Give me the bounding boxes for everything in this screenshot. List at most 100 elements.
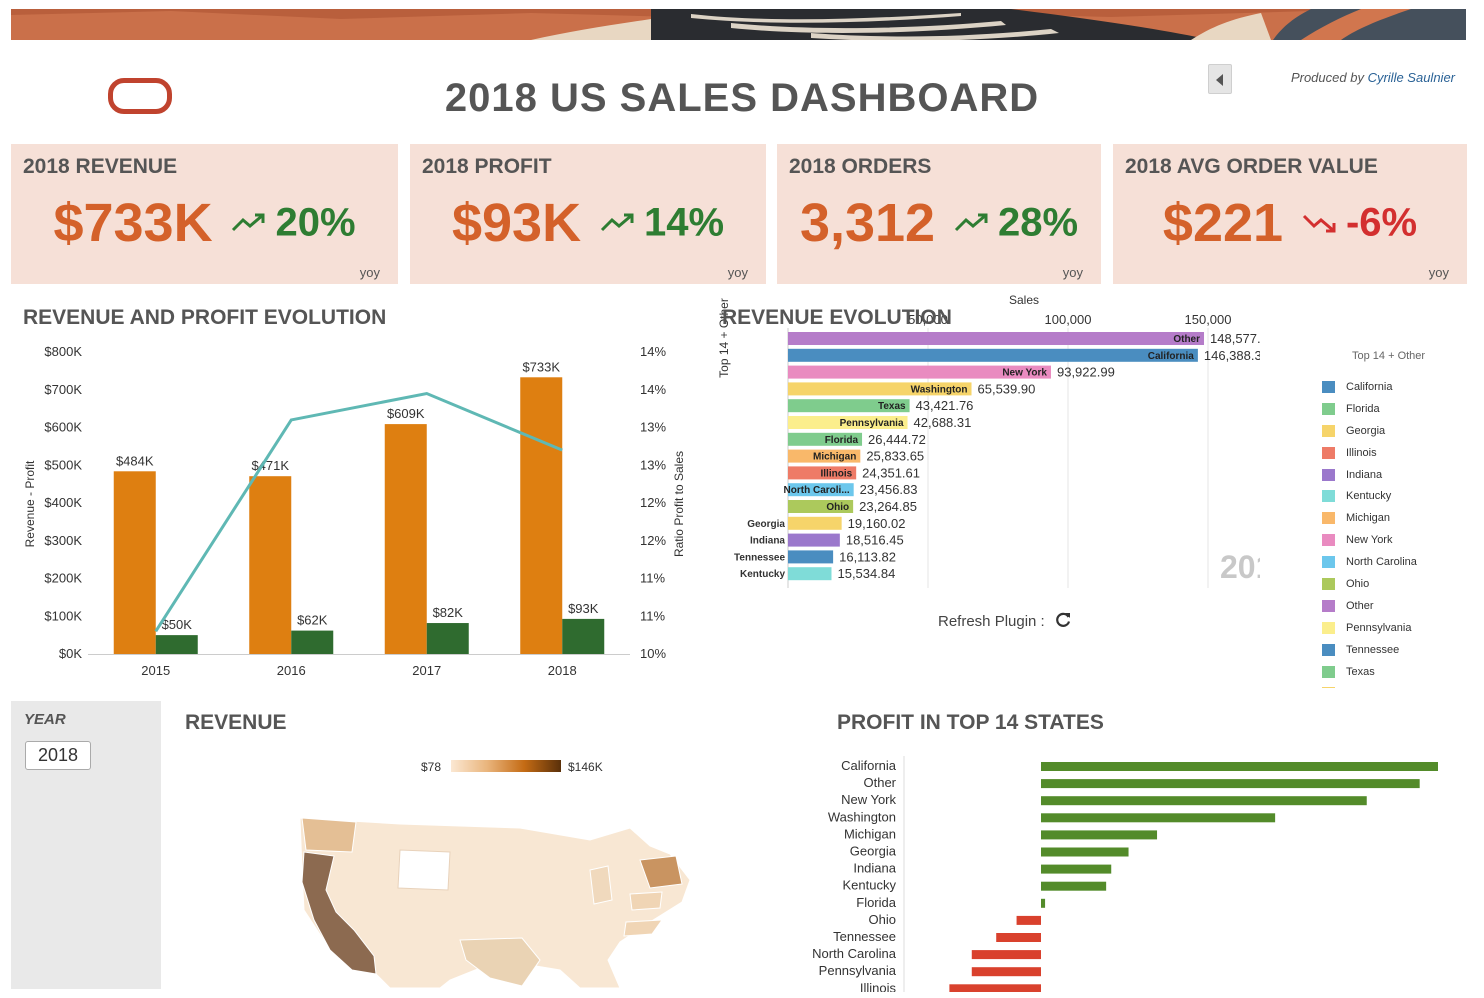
bar-category-label: Michigan <box>813 452 856 463</box>
bar-category-label: Tennessee <box>734 552 785 563</box>
kpi-card-avg-order-value: 2018 AVG ORDER VALUE $221 -6% yoy <box>1113 144 1467 284</box>
kpi-period: yoy <box>359 265 380 280</box>
refresh-icon[interactable] <box>1054 611 1072 629</box>
bar-value-label: 42,688.31 <box>914 415 972 430</box>
legend-item[interactable]: Other <box>1322 595 1462 617</box>
oracle-logo <box>108 78 172 114</box>
year-watermark: 2018 <box>1220 549 1260 585</box>
bar <box>788 449 861 463</box>
legend-item[interactable]: Ohio <box>1322 573 1462 595</box>
legend-label: Illinois <box>1346 446 1377 459</box>
bar <box>788 399 910 413</box>
y-axis-label: Revenue - Profit <box>23 460 37 547</box>
legend-item[interactable]: Tennessee <box>1322 639 1462 661</box>
y-axis-label: Top 14 + Other <box>717 298 731 378</box>
legend-item[interactable]: Washington <box>1322 682 1462 688</box>
year-select[interactable]: 2018 <box>25 741 91 770</box>
kpi-card-revenue: 2018 REVENUE $733K 20% yoy <box>11 144 398 284</box>
us-revenue-map[interactable] <box>290 810 710 990</box>
bar-value-label: 26,444.72 <box>868 432 926 447</box>
x-tick-label: 2017 <box>412 663 441 678</box>
data-label-revenue: $609K <box>387 406 425 421</box>
kpi-title: 2018 AVG ORDER VALUE <box>1125 155 1378 178</box>
bar <box>788 466 857 480</box>
bar-category-label: Texas <box>878 401 906 412</box>
credit-text: Produced by Cyrille Saulnier <box>1230 70 1455 85</box>
profit-states-chart: California Other New York Washington Michiga… <box>812 756 1438 992</box>
x-tick-label: 2016 <box>277 663 306 678</box>
bar-profit <box>155 635 198 654</box>
legend-item[interactable]: Florida <box>1322 398 1462 420</box>
bar <box>788 516 842 530</box>
y2-tick-label: 11% <box>640 571 665 586</box>
x-tick-label: 50,000 <box>908 312 948 327</box>
legend-item[interactable]: Georgia <box>1322 420 1462 442</box>
bar-value-label: 148,577.17 <box>1210 331 1260 346</box>
legend-item[interactable]: Pennsylvania <box>1322 617 1462 639</box>
bar-value-label: 23,264.85 <box>859 499 917 514</box>
rev-profit-title: REVENUE AND PROFIT EVOLUTION <box>23 306 387 329</box>
bar <box>788 483 854 497</box>
bar-category-label: Washington <box>911 384 968 395</box>
bar-value-label: 18,516.45 <box>846 533 904 548</box>
y-tick-label: $0K <box>59 646 82 661</box>
legend-swatch <box>1322 687 1335 688</box>
credit-prefix: Produced by <box>1290 70 1364 85</box>
legend-item[interactable]: Illinois <box>1322 442 1462 464</box>
kpi-value: 3,312 <box>799 193 936 253</box>
legend-swatch <box>1322 577 1335 590</box>
legend-item[interactable]: Texas <box>1322 661 1462 683</box>
legend-swatch <box>1322 468 1335 481</box>
bar <box>788 550 834 564</box>
legend-swatch <box>1322 490 1335 503</box>
data-label-revenue: $484K <box>116 453 154 468</box>
state-label: Other <box>863 775 896 790</box>
y-tick-label: $100K <box>44 608 82 623</box>
legend-item[interactable]: Kentucky <box>1322 485 1462 507</box>
profit-bar <box>971 967 1041 977</box>
data-label-profit: $62K <box>297 613 328 628</box>
legend-swatch <box>1322 599 1335 612</box>
bar <box>788 348 1198 362</box>
y-tick-label: $700K <box>44 382 82 397</box>
trend-up-icon <box>231 213 265 232</box>
bar <box>788 382 972 396</box>
kpi-title: 2018 ORDERS <box>789 155 932 178</box>
bar-category-label: California <box>1148 351 1195 362</box>
legend-swatch <box>1322 424 1335 437</box>
legend-item[interactable]: California <box>1322 376 1462 398</box>
profit-bar <box>1041 830 1158 840</box>
y2-tick-label: 14% <box>640 382 666 397</box>
banner-artwork <box>11 9 1466 40</box>
y2-axis-label: Ratio Profit to Sales <box>672 451 686 557</box>
back-button[interactable] <box>1208 64 1232 94</box>
profit-bar <box>1041 864 1112 874</box>
state-label: California <box>841 758 897 773</box>
legend-label: New York <box>1346 534 1393 547</box>
data-label-profit: $50K <box>162 617 193 632</box>
credit-author[interactable]: Cyrille Saulnier <box>1367 70 1455 85</box>
profit-bar <box>1041 881 1107 891</box>
bar-revenue <box>249 476 292 654</box>
profit-bar <box>1041 762 1438 771</box>
y-tick-label: $200K <box>44 571 82 586</box>
legend-item[interactable]: North Carolina <box>1322 551 1462 573</box>
legend-item[interactable]: Indiana <box>1322 464 1462 486</box>
y-tick-label: $300K <box>44 533 82 548</box>
map-legend-min: $78 <box>421 760 442 774</box>
bar-profit <box>562 618 605 654</box>
bar <box>788 432 863 446</box>
legend-item[interactable]: New York <box>1322 529 1462 551</box>
bar-revenue <box>520 377 563 654</box>
profit-bar <box>996 933 1041 942</box>
y2-tick-label: 14% <box>640 344 666 359</box>
legend-item[interactable]: Michigan <box>1322 507 1462 529</box>
page-title: 2018 US SALES DASHBOARD <box>444 76 1040 120</box>
bar-category-label: Kentucky <box>740 569 785 580</box>
year-filter-label: YEAR <box>24 711 66 728</box>
bar-category-label: Illinois <box>821 468 853 479</box>
bar <box>788 500 854 513</box>
x-tick-label: 2015 <box>141 663 170 678</box>
state-label: Ohio <box>869 912 896 927</box>
y-tick-label: $800K <box>44 344 82 359</box>
